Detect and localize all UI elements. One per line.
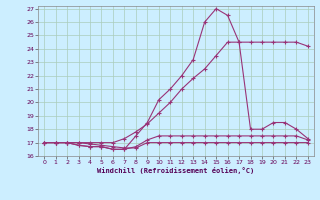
X-axis label: Windchill (Refroidissement éolien,°C): Windchill (Refroidissement éolien,°C): [97, 167, 255, 174]
